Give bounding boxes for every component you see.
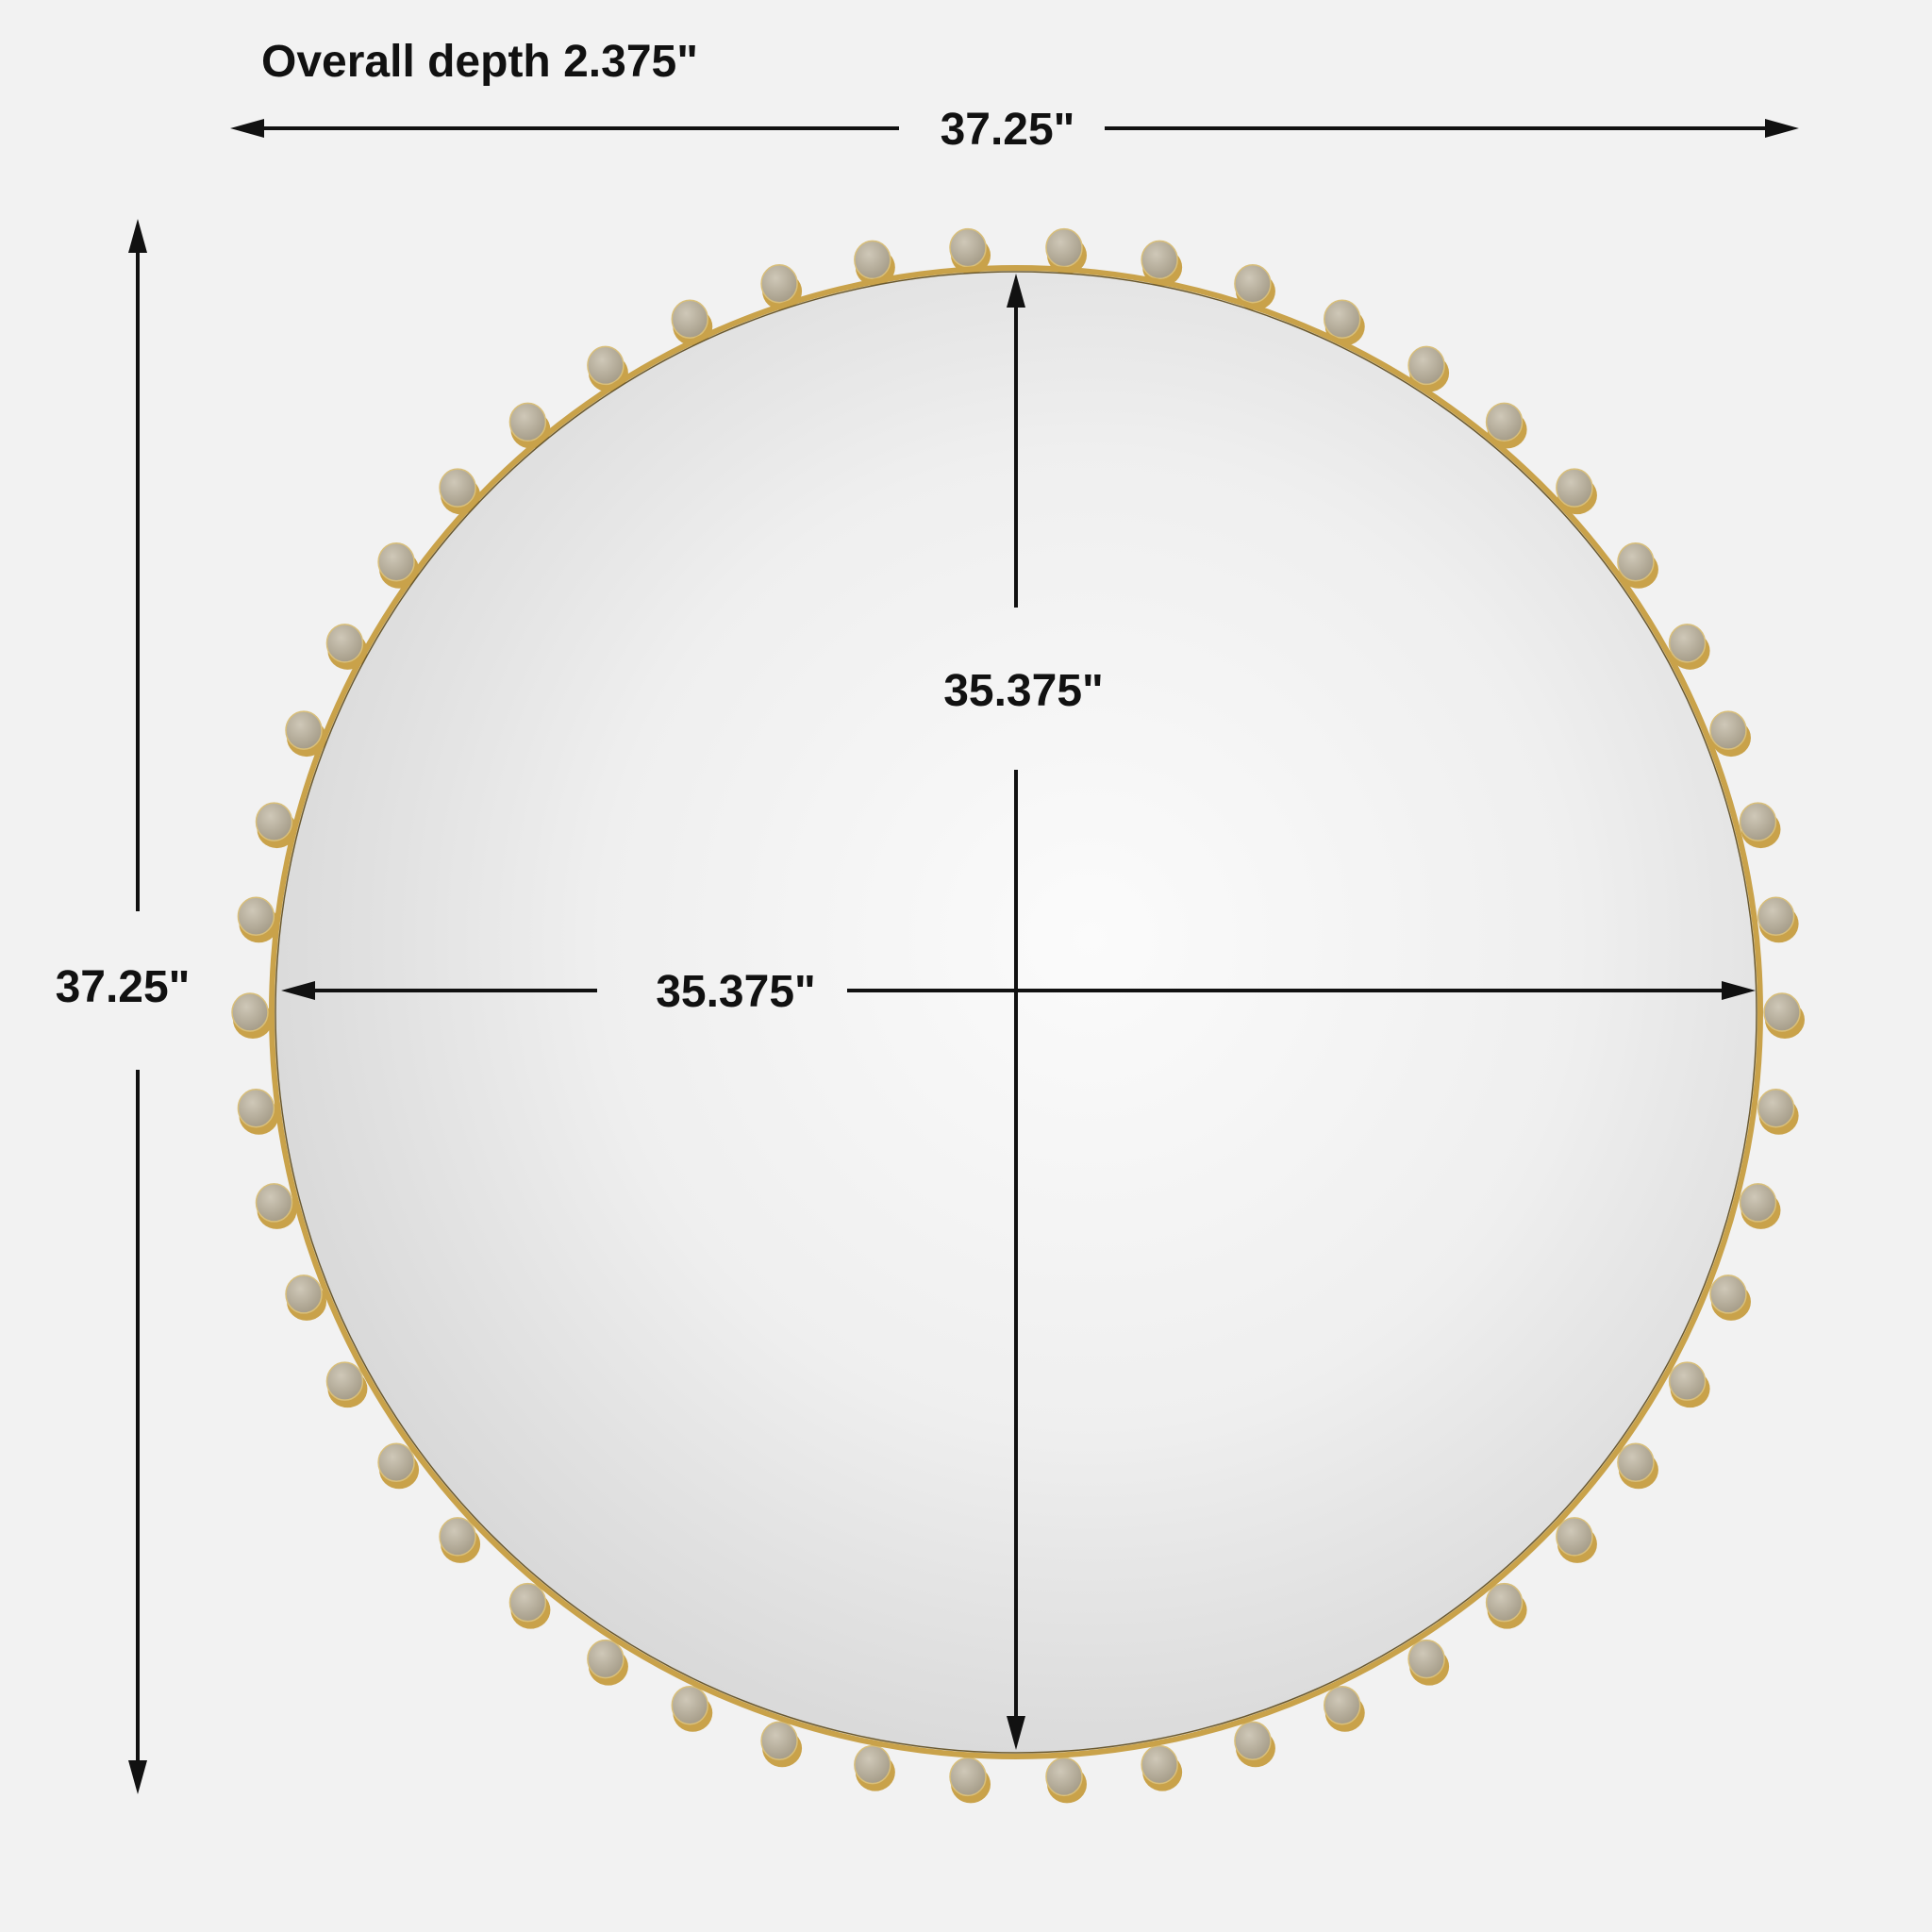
knob (1234, 1721, 1275, 1768)
knob (1045, 1757, 1087, 1804)
overall-height-label: 37.25" (56, 962, 191, 1012)
knob (255, 802, 297, 849)
knob (508, 1582, 551, 1629)
knob (587, 345, 628, 392)
knob (949, 227, 991, 275)
knob (439, 1517, 481, 1563)
knob (377, 1442, 420, 1490)
knob (237, 1089, 279, 1135)
arrow-right-icon (1765, 119, 1799, 138)
arrow-up-icon (1007, 274, 1025, 308)
knob (1763, 992, 1805, 1039)
arrow-up-icon (128, 219, 147, 253)
knob (1485, 402, 1527, 449)
knob (1407, 1639, 1450, 1686)
mirror-height-dimension: 35.375" (943, 274, 1104, 1750)
knob (1323, 299, 1365, 346)
overall-width-label: 37.25" (941, 105, 1075, 155)
arrow-down-icon (128, 1760, 147, 1794)
knob (1668, 624, 1710, 670)
knob (1323, 1685, 1365, 1732)
knob (1234, 263, 1275, 310)
knob (1556, 1517, 1597, 1563)
knob (285, 710, 327, 758)
knob (325, 1361, 368, 1408)
knob (1141, 1744, 1183, 1791)
overall-depth-label: Overall depth 2.375" (261, 37, 698, 87)
knob (231, 992, 273, 1039)
knob (1407, 345, 1450, 392)
knob (1739, 1183, 1781, 1229)
knob (671, 299, 713, 346)
overall-width-dimension: 37.25" (230, 105, 1799, 155)
knob (949, 1757, 991, 1804)
knob (1556, 468, 1597, 515)
knob (1709, 1274, 1751, 1321)
knob (255, 1183, 297, 1229)
arrow-left-icon (230, 119, 264, 138)
knob (1709, 710, 1751, 758)
mirror-height-label: 35.375" (943, 666, 1104, 716)
knob (1045, 227, 1087, 275)
knob (237, 896, 279, 943)
knob (587, 1639, 628, 1686)
arrow-down-icon (1007, 1716, 1025, 1750)
knob (671, 1685, 713, 1732)
knob (854, 240, 895, 287)
arrow-left-icon (281, 981, 315, 1000)
knob (325, 624, 368, 670)
mirror-frame (269, 265, 1763, 1759)
knob (1757, 1089, 1799, 1135)
knob (1757, 896, 1799, 943)
knob (760, 1721, 803, 1768)
knob (1141, 240, 1183, 287)
knob (1617, 1442, 1658, 1490)
knob (1668, 1361, 1710, 1408)
knob (854, 1744, 895, 1791)
mirror-width-label: 35.375" (656, 967, 816, 1017)
mirror-width-dimension: 35.375" (281, 967, 1756, 1017)
arrow-right-icon (1722, 981, 1756, 1000)
knob (285, 1274, 327, 1321)
knob (1485, 1582, 1527, 1629)
overall-height-dimension: 37.25" (56, 219, 191, 1794)
knob (1739, 802, 1781, 849)
knob (1617, 541, 1658, 589)
